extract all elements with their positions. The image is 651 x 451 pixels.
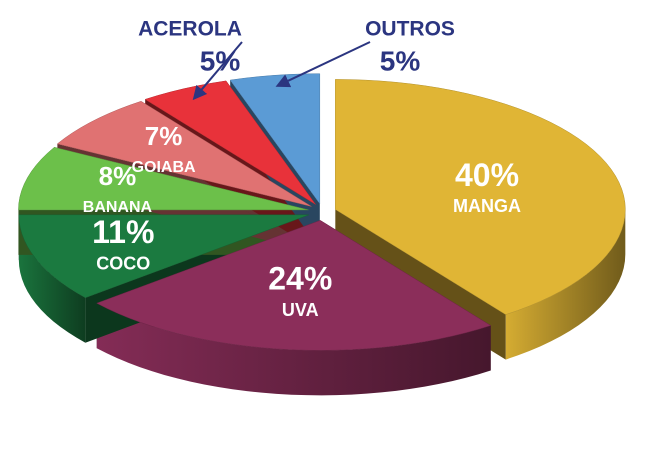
value-label: 24% (268, 261, 332, 297)
category-label: GOIABA (132, 159, 196, 176)
value-label: 8% (99, 161, 137, 191)
pie-slice (18, 147, 309, 211)
value-label: 5% (380, 45, 421, 76)
pie-slice (144, 80, 316, 205)
category-label: COCO (96, 254, 150, 274)
category-label: UVA (282, 300, 319, 320)
category-label: BANANA (83, 199, 153, 216)
value-label: 7% (145, 121, 183, 151)
slice-side (96, 303, 491, 396)
category-label: OUTROS (365, 18, 455, 41)
slice-side (505, 209, 626, 360)
value-label: 40% (455, 157, 519, 193)
pie-slice (18, 214, 309, 298)
category-label: ACEROLA (138, 18, 242, 41)
category-label: MANGA (453, 196, 521, 216)
pointer-arrow (275, 41, 371, 88)
value-label: 11% (92, 214, 154, 250)
pie-slice (56, 100, 312, 207)
pie-slice (335, 79, 626, 315)
pie-slice (229, 73, 321, 205)
pie-slice (96, 220, 492, 351)
pointer-arrow (192, 41, 243, 101)
slice-side (18, 214, 86, 343)
